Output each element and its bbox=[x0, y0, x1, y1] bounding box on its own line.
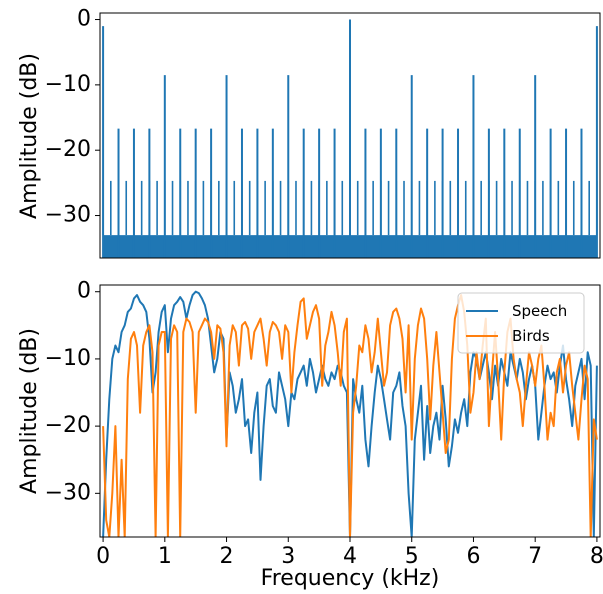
x-tick-label: 7 bbox=[528, 544, 542, 569]
series-line-birds bbox=[102, 294, 598, 537]
x-tick-label: 6 bbox=[466, 544, 480, 569]
x-tick-label: 1 bbox=[158, 544, 172, 569]
y-tick-label: −30 bbox=[45, 480, 91, 505]
x-tick-label: 5 bbox=[405, 544, 419, 569]
top-plot-area bbox=[102, 19, 598, 258]
bottom-x-ticks: 0 1 2 3 4 5 6 7 8 bbox=[96, 537, 603, 569]
bottom-plot-area bbox=[102, 290, 598, 537]
x-tick-label: 0 bbox=[96, 544, 110, 569]
y-tick-label: 0 bbox=[77, 279, 91, 304]
bottom-panel: 0 −10 −20 −30 0 1 2 3 4 5 6 7 8 Amplitude (dB) Freq… bbox=[17, 279, 603, 591]
x-tick-label: 2 bbox=[220, 544, 234, 569]
top-y-ticks: 0 −10 −20 −30 bbox=[45, 7, 100, 228]
y-tick-label: −20 bbox=[45, 137, 91, 162]
legend-box bbox=[457, 292, 585, 354]
top-y-axis-label: Amplitude (dB) bbox=[17, 53, 42, 219]
y-tick-label: 0 bbox=[77, 7, 91, 32]
top-axes-frame bbox=[99, 12, 601, 259]
x-axis-label: Frequency (kHz) bbox=[261, 566, 440, 591]
y-tick-label: −20 bbox=[45, 413, 91, 438]
x-tick-label: 4 bbox=[343, 544, 357, 569]
bottom-y-ticks: 0 −10 −20 −30 bbox=[45, 279, 100, 505]
legend-label-birds: Birds bbox=[512, 327, 550, 345]
y-tick-label: −30 bbox=[45, 203, 91, 228]
y-tick-label: −10 bbox=[45, 346, 91, 371]
y-tick-label: −10 bbox=[45, 72, 91, 97]
x-tick-label: 8 bbox=[590, 544, 603, 569]
top-panel: 0 −10 −20 −30 Amplitude (dB) bbox=[17, 7, 601, 259]
x-tick-label: 3 bbox=[281, 544, 295, 569]
legend-label-speech: Speech bbox=[512, 302, 567, 320]
bottom-y-axis-label: Amplitude (dB) bbox=[17, 328, 42, 494]
legend: Speech Birds bbox=[457, 292, 585, 354]
